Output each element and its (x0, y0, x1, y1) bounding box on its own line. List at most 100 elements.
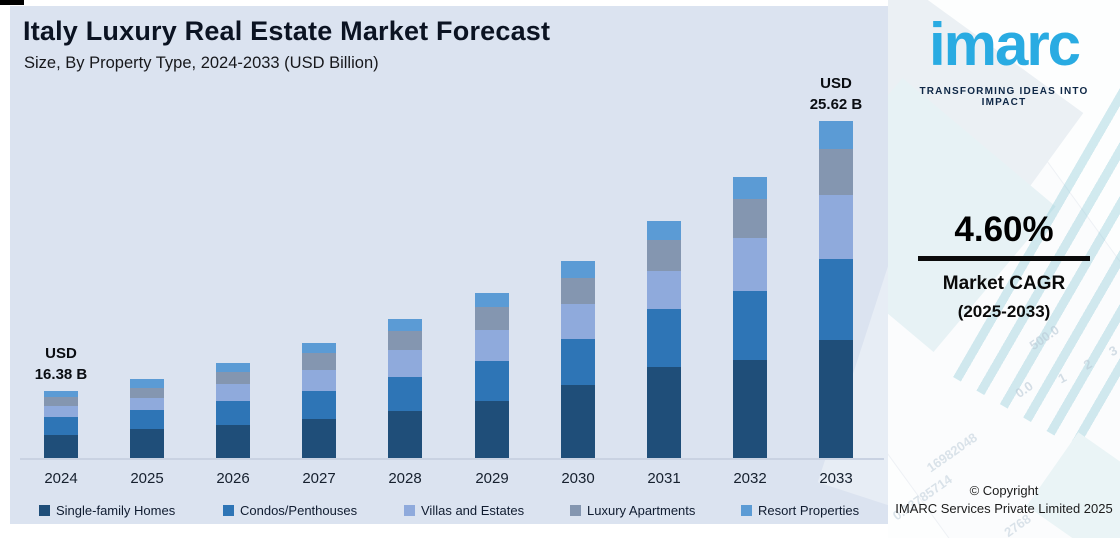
bar-segment-resort-properties (819, 121, 853, 149)
bar-segment-villas-and-estates (44, 406, 78, 417)
legend-swatch (570, 505, 581, 516)
bar-segment-villas-and-estates (475, 330, 509, 361)
bar-segment-resort-properties (44, 391, 78, 397)
bar-value-label-line: USD (820, 75, 852, 92)
bar-segment-luxury-apartments (302, 353, 336, 370)
legend-label: Single-family Homes (56, 503, 176, 518)
bar-segment-single-family-homes (388, 411, 422, 458)
chart-title: Italy Luxury Real Estate Market Forecast (23, 16, 551, 46)
bar-segment-villas-and-estates (819, 195, 853, 259)
x-axis-label-2032: 2032 (733, 470, 767, 487)
legend-label: Villas and Estates (421, 503, 525, 518)
bar-2025 (130, 379, 164, 458)
bar-segment-single-family-homes (216, 425, 250, 458)
bar-segment-resort-properties (216, 363, 250, 372)
cagr-label: Market CAGR (942, 273, 1066, 294)
bar-segment-villas-and-estates (388, 350, 422, 377)
legend-item-resort-properties: Resort Properties (741, 503, 859, 518)
copyright-block: © Copyright IMARC Services Private Limit… (888, 483, 1120, 516)
x-axis-label-2027: 2027 (302, 470, 336, 487)
bar-segment-condos-penthouses (44, 417, 78, 435)
bar-segment-resort-properties (388, 319, 422, 331)
legend-item-luxury-apartments: Luxury Apartments (570, 503, 695, 518)
watermark-text-1234: 1 2 3 4 (1055, 325, 1120, 387)
x-axis-label-2026: 2026 (216, 470, 250, 487)
x-axis-label-2029: 2029 (475, 470, 509, 487)
bar-value-label-line: USD (45, 345, 77, 362)
bar-2033 (819, 121, 853, 458)
bar-value-label-2024: USD 16.38 B (16, 343, 106, 385)
bar-segment-condos-penthouses (388, 377, 422, 411)
bar-2026 (216, 363, 250, 458)
bar-segment-villas-and-estates (130, 398, 164, 410)
legend-item-villas-and-estates: Villas and Estates (404, 503, 524, 518)
bar-segment-condos-penthouses (130, 410, 164, 429)
bar-segment-condos-penthouses (561, 339, 595, 385)
bar-2024 (44, 391, 78, 458)
legend-swatch (39, 505, 50, 516)
bar-2028 (388, 319, 422, 458)
bar-segment-luxury-apartments (561, 278, 595, 304)
bar-segment-single-family-homes (733, 360, 767, 458)
bar-2030 (561, 261, 595, 458)
legend-label: Condos/Penthouses (240, 503, 358, 518)
black-corner-mark (0, 0, 24, 5)
bar-segment-single-family-homes (819, 340, 853, 458)
imarc-sidebar: 500.0 0.0 1 2 3 4 16982048 0.13785714 27… (888, 0, 1120, 538)
bar-segment-luxury-apartments (388, 331, 422, 350)
bar-value-label-line: 25.62 B (809, 96, 863, 113)
chart-subtitle: Size, By Property Type, 2024-2033 (USD B… (24, 54, 379, 72)
bar-value-label-line: 16.38 B (34, 366, 88, 383)
bar-segment-condos-penthouses (216, 401, 250, 425)
imarc-logo: imarc TRANSFORMING IDEAS INTO IMPACT (896, 6, 1112, 108)
bar-segment-luxury-apartments (733, 199, 767, 238)
legend-swatch (223, 505, 234, 516)
bar-segment-condos-penthouses (647, 309, 681, 367)
x-axis-label-2025: 2025 (130, 470, 164, 487)
bar-segment-single-family-homes (44, 435, 78, 458)
x-axis-label-2028: 2028 (388, 470, 422, 487)
watermark-text-500: 500.0 (1026, 322, 1062, 353)
bar-segment-luxury-apartments (475, 307, 509, 330)
x-axis-label-2024: 2024 (44, 470, 78, 487)
bar-segment-resort-properties (561, 261, 595, 278)
bar-segment-single-family-homes (302, 419, 336, 458)
copyright-line2: IMARC Services Private Limited 2025 (895, 501, 1113, 516)
bar-2032 (733, 177, 767, 458)
legend-label: Luxury Apartments (587, 503, 696, 518)
bar-segment-condos-penthouses (302, 391, 336, 419)
bar-segment-luxury-apartments (647, 240, 681, 271)
bar-segment-villas-and-estates (647, 271, 681, 309)
bar-segment-resort-properties (130, 379, 164, 388)
bar-value-label-2033: USD 25.62 B (791, 73, 881, 115)
bar-segment-luxury-apartments (819, 149, 853, 195)
bar-2027 (302, 343, 336, 458)
bar-segment-single-family-homes (647, 367, 681, 458)
legend-swatch (741, 505, 752, 516)
bar-segment-condos-penthouses (475, 361, 509, 401)
bar-segment-villas-and-estates (561, 304, 595, 339)
bar-segment-resort-properties (302, 343, 336, 353)
x-axis-label-2033: 2033 (819, 470, 853, 487)
bar-segment-villas-and-estates (733, 238, 767, 291)
copyright-line1: © Copyright (969, 483, 1039, 498)
bar-segment-single-family-homes (475, 401, 509, 458)
legend-item-single-family-homes: Single-family Homes (39, 503, 175, 518)
bar-segment-luxury-apartments (130, 388, 164, 398)
bar-segment-resort-properties (647, 221, 681, 240)
cagr-block: 4.60% Market CAGR (2025-2033) (888, 210, 1120, 322)
cagr-underline (918, 256, 1090, 261)
x-axis-label-2030: 2030 (561, 470, 595, 487)
bar-segment-single-family-homes (130, 429, 164, 458)
bar-segment-villas-and-estates (302, 370, 336, 391)
legend-label: Resort Properties (758, 503, 860, 518)
bar-segment-condos-penthouses (733, 291, 767, 360)
bar-segment-resort-properties (475, 293, 509, 307)
bar-segment-luxury-apartments (216, 372, 250, 384)
cagr-period: (2025-2033) (957, 302, 1051, 321)
x-axis-label-2031: 2031 (647, 470, 681, 487)
bar-2031 (647, 221, 681, 458)
bar-segment-condos-penthouses (819, 259, 853, 340)
bar-2029 (475, 293, 509, 458)
